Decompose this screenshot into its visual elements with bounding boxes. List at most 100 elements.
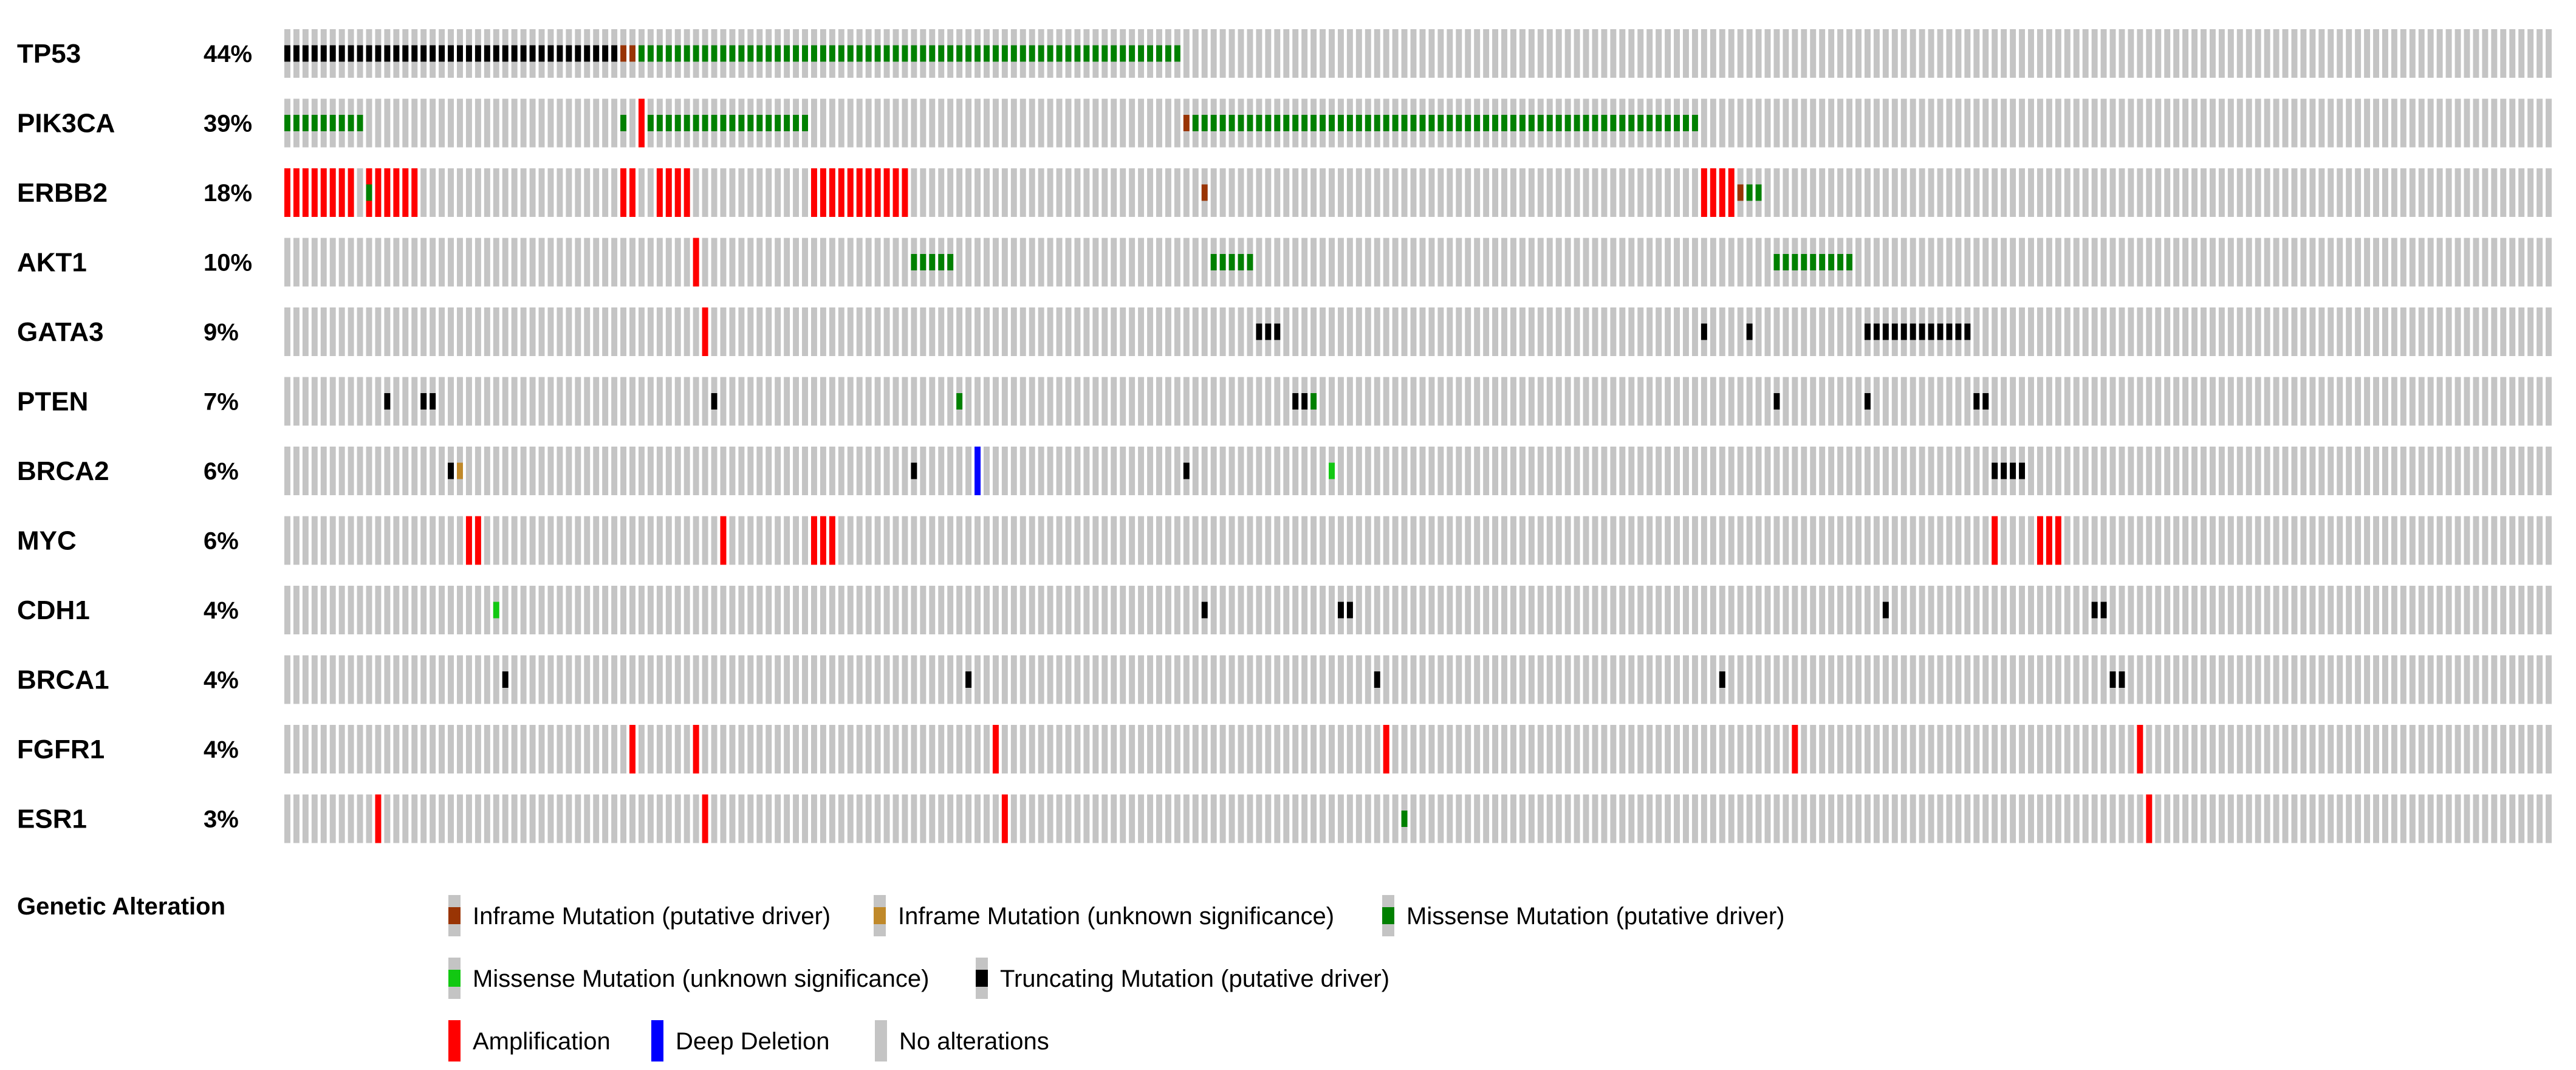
sample-cell [1719, 29, 1725, 78]
sample-cell [1810, 447, 1817, 495]
alteration-missense-driver [1665, 115, 1671, 131]
alteration-amplification [338, 168, 345, 217]
sample-cell [2500, 655, 2507, 704]
sample-cell [838, 516, 844, 565]
sample-cell [1910, 377, 1916, 426]
alteration-missense-driver [956, 393, 963, 410]
sample-cell [938, 168, 945, 217]
sample-cell [1510, 725, 1516, 773]
sample-cell [1992, 377, 1998, 426]
sample-cell [1928, 586, 1934, 634]
sample-cell [1792, 307, 1798, 356]
sample-cell [611, 238, 618, 287]
sample-cell [1355, 168, 1362, 217]
sample-cell [2109, 238, 2116, 287]
sample-cell [1637, 307, 1644, 356]
sample-cell [1492, 307, 1499, 356]
sample-cell [1855, 98, 1862, 148]
sample-cell [1583, 655, 1589, 704]
sample-cell [2300, 377, 2307, 426]
sample-cell [2182, 168, 2189, 217]
sample-cell [1047, 794, 1053, 843]
sample-cell [938, 725, 945, 773]
sample-cell [1419, 377, 1426, 426]
sample-cell [1111, 307, 1117, 356]
alteration-truncating-driver [338, 45, 345, 62]
legend-swatch-mark [976, 970, 988, 987]
sample-cell [620, 655, 627, 704]
sample-cell [2328, 655, 2334, 704]
sample-cell [557, 586, 563, 634]
sample-cell [1138, 98, 1145, 148]
sample-cell [2064, 655, 2071, 704]
sample-cell [729, 377, 736, 426]
sample-cell [1111, 168, 1117, 217]
sample-cell [1010, 655, 1017, 704]
sample-cell [2454, 516, 2461, 565]
alteration-truncating-driver [1992, 462, 1998, 479]
sample-cell [1428, 447, 1435, 495]
sample-cell [1528, 655, 1535, 704]
sample-cell [1147, 447, 1154, 495]
sample-cell [1564, 168, 1571, 217]
sample-cell [2391, 377, 2397, 426]
sample-cell [1919, 586, 1925, 634]
sample-cell [1301, 655, 1308, 704]
sample-cell [1047, 238, 1053, 287]
sample-cell [2282, 29, 2289, 78]
sample-cell [629, 98, 635, 148]
sample-cell [1183, 725, 1190, 773]
sample-cell [1810, 655, 1817, 704]
sample-cell [1283, 307, 1290, 356]
sample-cell [2191, 307, 2198, 356]
sample-cell [1256, 794, 1262, 843]
sample-cell [1691, 655, 1698, 704]
sample-cell [1447, 377, 1453, 426]
sample-cell [2064, 307, 2071, 356]
sample-cell [992, 168, 999, 217]
sample-cell [2427, 447, 2434, 495]
sample-cell [1101, 516, 1108, 565]
sample-cell [1728, 516, 1735, 565]
sample-cell [1592, 29, 1598, 78]
sample-cell [975, 586, 981, 634]
sample-cell [1992, 98, 1998, 148]
sample-cell [1773, 447, 1780, 495]
sample-cell [1483, 794, 1490, 843]
sample-cell [2364, 794, 2371, 843]
sample-cell [2500, 307, 2507, 356]
sample-cell [1610, 29, 1617, 78]
sample-cell [1092, 586, 1099, 634]
sample-cell [1637, 377, 1644, 426]
sample-cell [1937, 98, 1944, 148]
sample-cell [793, 725, 800, 773]
sample-cell [892, 98, 899, 148]
sample-cell [2454, 447, 2461, 495]
sample-cell [1501, 447, 1507, 495]
sample-cell [557, 377, 563, 426]
sample-cell [820, 655, 826, 704]
sample-cell [775, 238, 781, 287]
sample-cell [683, 794, 690, 843]
alteration-missense-driver [348, 115, 354, 131]
alteration-missense-driver [311, 115, 318, 131]
sample-cell [1029, 516, 1035, 565]
alteration-amplification [656, 168, 663, 217]
sample-cell [1320, 794, 1326, 843]
sample-cell [2418, 377, 2425, 426]
sample-cell [902, 307, 908, 356]
sample-cell [1665, 377, 1671, 426]
sample-cell [1183, 655, 1190, 704]
sample-cell [2445, 168, 2452, 217]
alteration-missense-driver [1810, 254, 1817, 270]
sample-cell [1083, 377, 1090, 426]
sample-cell [2201, 794, 2207, 843]
sample-cell [2409, 725, 2416, 773]
alteration-missense-driver [775, 45, 781, 62]
sample-cell [557, 307, 563, 356]
sample-cell [784, 168, 790, 217]
sample-cell [2146, 307, 2153, 356]
sample-cell [2454, 725, 2461, 773]
sample-cell [938, 516, 945, 565]
sample-cell [2019, 377, 2026, 426]
